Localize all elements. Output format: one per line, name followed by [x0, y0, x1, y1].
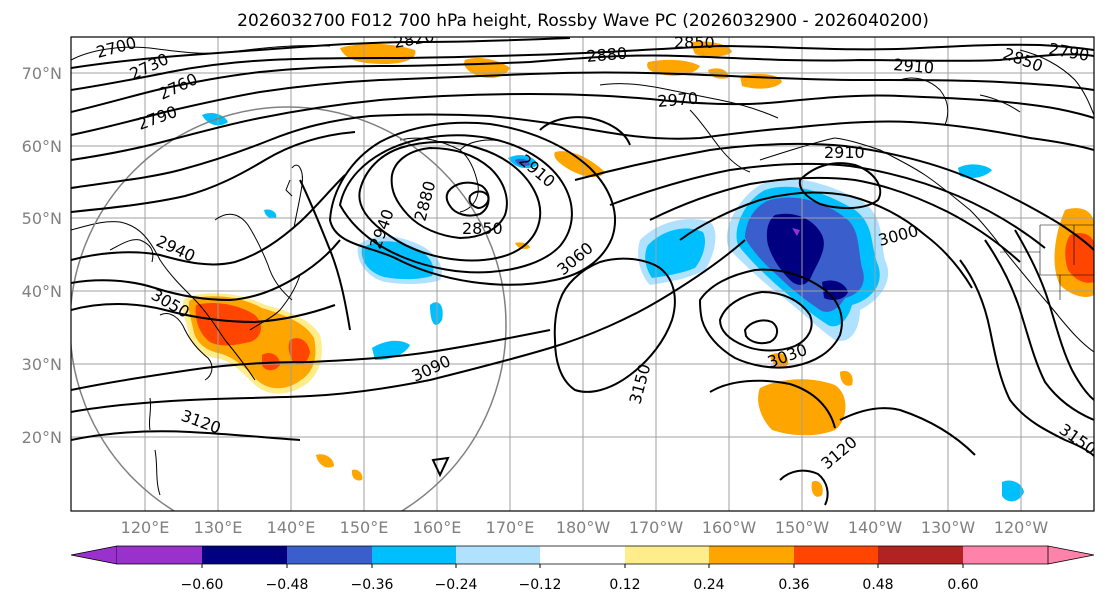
colorbar-tick-label: 0.60	[947, 577, 978, 593]
colorbar-tick-label: −0.48	[266, 577, 309, 593]
colorbar-bin	[202, 546, 287, 564]
coastlines	[71, 44, 1094, 496]
lat-label: 40°N	[22, 282, 62, 301]
colorbar-bin	[117, 546, 202, 564]
contour-label: 2910	[893, 55, 935, 77]
colorbar-bin	[372, 546, 456, 564]
height-contours	[71, 37, 1094, 506]
colorbar-bin	[287, 546, 372, 564]
lat-label: 60°N	[22, 137, 62, 156]
contour-label: 2910	[824, 143, 865, 162]
lon-label: 180°W	[556, 518, 611, 537]
colorbar-tick-label: 0.12	[609, 577, 640, 593]
lon-label: 130°W	[921, 518, 976, 537]
lat-label: 30°N	[22, 355, 62, 374]
lon-label: 120°E	[121, 518, 170, 537]
contour-label: 2850	[462, 219, 503, 238]
colorbar-under-extension	[70, 545, 118, 565]
colorbar: −0.60 −0.48 −0.36 −0.24 −0.12 0.12 0.24 …	[70, 545, 1095, 593]
lon-label: 120°W	[994, 518, 1049, 537]
latitude-labels: 70°N 60°N 50°N 40°N 30°N 20°N	[22, 64, 62, 447]
lon-label: 140°W	[848, 518, 903, 537]
longitude-labels: 120°E 130°E 140°E 150°E 160°E 170°E 180°…	[121, 518, 1049, 537]
reference-circle	[71, 106, 507, 511]
colorbar-bin	[540, 546, 625, 564]
contour-label: 2970	[657, 89, 699, 111]
colorbar-tick-label: −0.36	[351, 577, 394, 593]
contour-label: 2880	[586, 44, 628, 66]
map-panel: 2700 2730 2760 2790 2820 2880 2850 2910 …	[70, 33, 1095, 512]
lon-label: 150°W	[775, 518, 830, 537]
colorbar-tick-label: −0.24	[435, 577, 478, 593]
lat-label: 50°N	[22, 209, 62, 228]
colorbar-bin	[456, 546, 540, 564]
contour-label: 2850	[674, 33, 715, 52]
colorbar-bin	[794, 546, 878, 564]
figure-title: 2026032700 F012 700 hPa height, Rossby W…	[237, 11, 929, 31]
colorbar-over-extension	[1047, 545, 1095, 565]
colorbar-tick-label: 0.24	[693, 577, 724, 593]
lon-label: 170°E	[486, 518, 535, 537]
colorbar-bin	[878, 546, 963, 564]
lon-label: 140°E	[267, 518, 316, 537]
colorbar-tick-label: 0.36	[778, 577, 809, 593]
colorbar-tick-label: −0.60	[181, 577, 224, 593]
colorbar-tick-label: 0.48	[862, 577, 893, 593]
political-boundaries	[1000, 224, 1094, 300]
lon-label: 130°E	[194, 518, 243, 537]
lat-label: 20°N	[22, 428, 62, 447]
colorbar-tick-label: −0.12	[519, 577, 562, 593]
lon-label: 160°W	[702, 518, 757, 537]
colorbar-bin	[625, 546, 709, 564]
lon-label: 160°E	[413, 518, 462, 537]
colorbar-bin	[963, 546, 1048, 564]
colorbar-bin	[709, 546, 794, 564]
map-frame	[70, 36, 1095, 512]
lon-label: 170°W	[629, 518, 684, 537]
lat-label: 70°N	[22, 64, 62, 83]
lon-label: 150°E	[340, 518, 389, 537]
